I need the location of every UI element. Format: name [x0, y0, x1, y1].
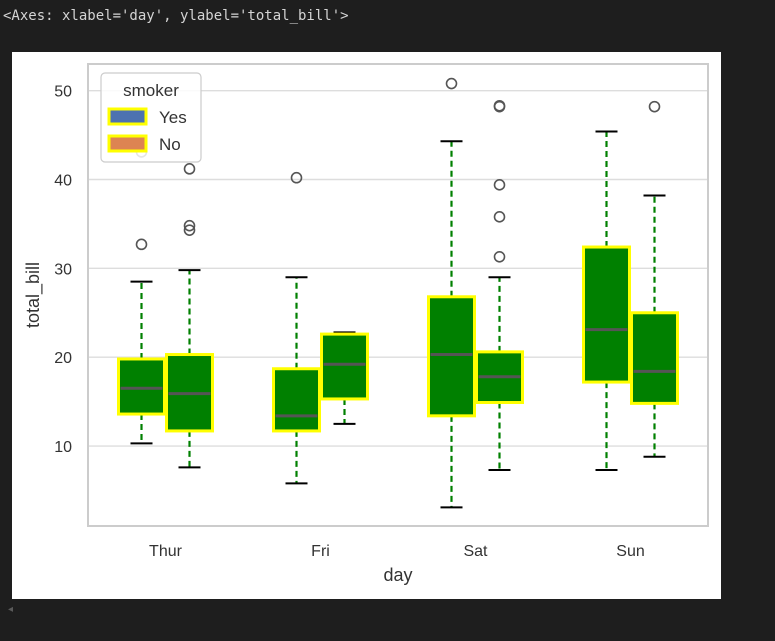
- x-tick-label: Thur: [149, 543, 183, 560]
- box-body: [272, 367, 321, 433]
- box-yes-sat: [427, 77, 476, 509]
- legend-swatch-yes: [107, 107, 148, 126]
- legend-label-yes: Yes: [159, 108, 187, 127]
- box-body: [320, 332, 369, 401]
- x-tick-label: Fri: [311, 543, 330, 560]
- outlier-point: [183, 219, 196, 232]
- outlier-point: [183, 163, 196, 175]
- box-body: [427, 295, 476, 418]
- y-tick-label: 40: [54, 173, 72, 190]
- y-tick-label: 10: [54, 439, 72, 456]
- x-axis-label: day: [383, 565, 412, 585]
- boxes-layer: [117, 77, 679, 509]
- cell-output-text: <Axes: xlabel='day', ylabel='total_bill'…: [3, 8, 349, 24]
- legend: smoker Yes No: [100, 72, 202, 163]
- x-tick-label: Sun: [616, 543, 644, 560]
- outlier-point: [290, 171, 303, 184]
- y-tick-label: 20: [54, 350, 72, 367]
- scroll-left-icon[interactable]: ◂: [8, 604, 14, 615]
- box-no-thur: [165, 163, 214, 469]
- y-axis-label: total_bill: [23, 262, 44, 328]
- legend-title: smoker: [123, 81, 179, 100]
- box-body: [582, 245, 631, 384]
- legend-label-no: No: [159, 135, 181, 154]
- y-tick-label: 30: [54, 261, 72, 278]
- chart-figure: 10 20 30 40 50 Thur Fri Sat Sun day total_bill smo…: [12, 52, 721, 599]
- x-tick-label: Sat: [463, 543, 488, 560]
- y-tick-label: 50: [54, 84, 72, 101]
- box-plot: 10 20 30 40 50 Thur Fri Sat Sun day total_bill smo…: [23, 63, 709, 585]
- box-no-sun: [630, 100, 679, 458]
- box-yes-sun: [582, 130, 631, 472]
- box-no-sat: [475, 99, 524, 472]
- outlier-point: [493, 99, 506, 112]
- outlier-point: [493, 250, 506, 263]
- outlier-point: [648, 100, 661, 113]
- outlier-point: [493, 179, 506, 191]
- box-no-fri: [320, 331, 369, 425]
- outlier-point: [135, 238, 148, 251]
- axes-layer: 10 20 30 40 50 Thur Fri Sat Sun day total_bill: [23, 63, 709, 585]
- outlier-point: [445, 77, 458, 90]
- axes-frame: [87, 63, 709, 527]
- box-yes-fri: [272, 171, 321, 485]
- legend-swatch-no: [107, 134, 148, 153]
- box-body: [630, 311, 679, 405]
- box-body: [117, 357, 166, 416]
- outlier-point: [183, 224, 196, 236]
- box-yes-thur: [117, 146, 166, 445]
- outlier-point: [493, 211, 506, 223]
